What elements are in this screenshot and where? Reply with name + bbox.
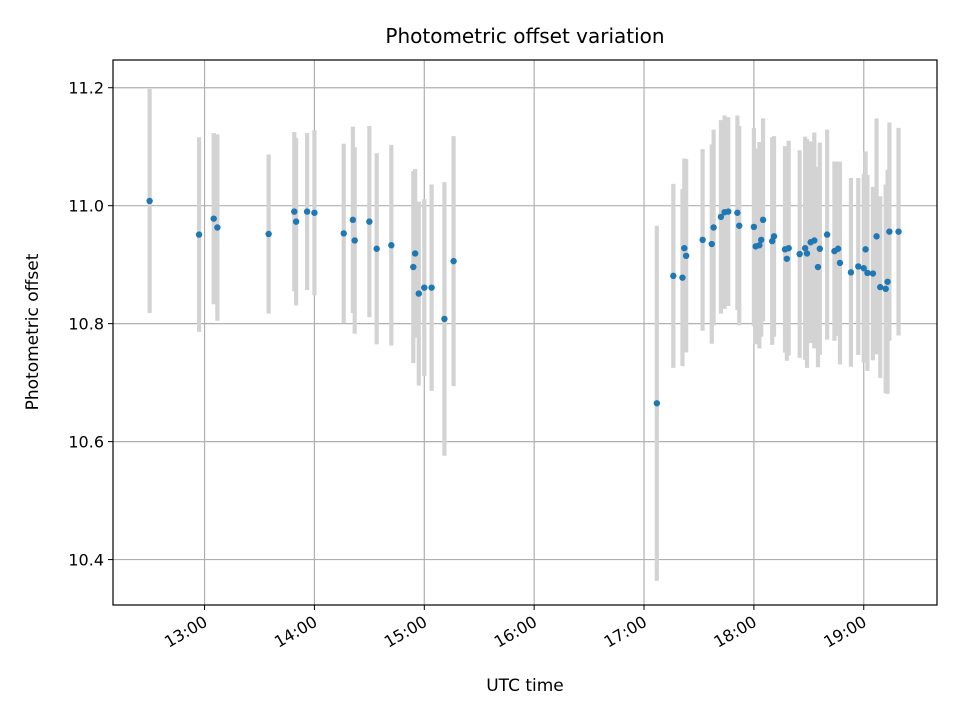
- data-point: [814, 263, 822, 271]
- data-point: [756, 242, 763, 249]
- data-point: [869, 270, 877, 277]
- data-point: [699, 236, 706, 244]
- data-point: [366, 218, 373, 225]
- data-point: [847, 269, 855, 276]
- data-point: [864, 269, 871, 277]
- data-point: [860, 265, 867, 272]
- data-point: [811, 237, 818, 244]
- data-point: [195, 231, 203, 238]
- data-point: [884, 278, 891, 285]
- data-point: [855, 263, 862, 270]
- chart-title: Photometric offset variation: [385, 24, 664, 48]
- data-point: [785, 244, 792, 252]
- data-point: [450, 257, 457, 265]
- data-point: [725, 208, 732, 215]
- data-point: [877, 283, 884, 291]
- data-point: [801, 244, 809, 252]
- data-point: [873, 233, 880, 240]
- data-point: [349, 216, 357, 224]
- data-point: [653, 400, 661, 407]
- data-point: [373, 245, 380, 252]
- data-point: [388, 242, 395, 249]
- y-tick-label: 10.6: [68, 433, 104, 452]
- data-point: [803, 250, 811, 257]
- data-point: [679, 274, 686, 281]
- data-point: [682, 252, 690, 260]
- data-point: [758, 236, 765, 244]
- data-point: [816, 245, 824, 252]
- data-point: [796, 250, 803, 258]
- data-point: [265, 230, 272, 238]
- data-point: [882, 285, 889, 293]
- data-point: [214, 224, 221, 231]
- data-point: [710, 224, 717, 231]
- data-point: [823, 231, 831, 238]
- data-point: [862, 246, 869, 253]
- data-point: [681, 244, 688, 252]
- data-point: [441, 315, 448, 323]
- data-point: [717, 213, 725, 221]
- data-point: [146, 197, 153, 205]
- data-point: [736, 222, 743, 229]
- data-point: [292, 218, 300, 225]
- data-point: [210, 215, 217, 222]
- y-axis-ticks: 10.4 10.6 10.8 11.0 11.2: [68, 79, 113, 570]
- data-point: [351, 237, 358, 244]
- data-point: [421, 284, 428, 291]
- data-point: [415, 290, 422, 297]
- y-tick-label: 10.4: [68, 551, 104, 570]
- x-axis-label: UTC time: [486, 676, 564, 696]
- data-point: [783, 255, 791, 262]
- plot-frame: [112, 59, 938, 606]
- data-point: [734, 209, 741, 216]
- data-point: [340, 230, 347, 237]
- y-tick-label: 10.8: [68, 315, 104, 334]
- y-axis-label: Photometric offset: [23, 253, 43, 410]
- data-point: [836, 259, 844, 267]
- data-point: [895, 228, 902, 235]
- data-point: [834, 245, 842, 252]
- data-point: [411, 250, 419, 257]
- y-tick-label: 11.0: [68, 197, 104, 216]
- data-point: [670, 272, 677, 280]
- data-point: [291, 208, 298, 215]
- data-point: [303, 208, 311, 215]
- data-point: [770, 233, 778, 240]
- data-point: [428, 284, 435, 291]
- data-point: [311, 209, 318, 216]
- data-point: [886, 228, 893, 235]
- data-points: [146, 197, 902, 407]
- data-point: [708, 240, 715, 248]
- data-point: [759, 216, 767, 224]
- data-point: [410, 263, 417, 271]
- data-point: [750, 223, 758, 231]
- y-tick-label: 11.2: [68, 79, 104, 98]
